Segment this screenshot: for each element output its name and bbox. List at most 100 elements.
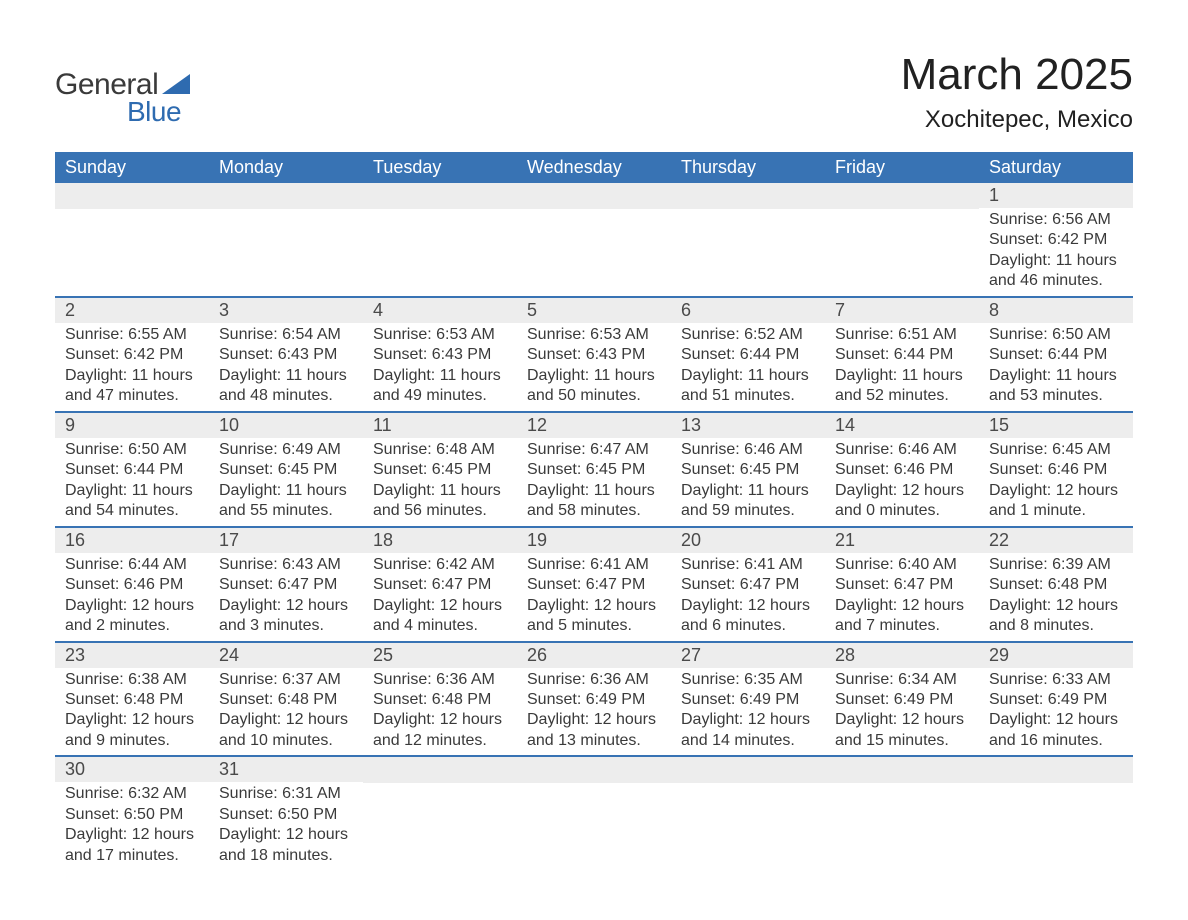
daylight-text: Daylight: 11 hours and 49 minutes. <box>373 366 507 407</box>
day-details <box>209 209 363 285</box>
day-number: 8 <box>979 298 1133 323</box>
day-number <box>363 183 517 209</box>
sunrise-text: Sunrise: 6:37 AM <box>219 670 353 690</box>
day-number: 5 <box>517 298 671 323</box>
sunrise-text: Sunrise: 6:40 AM <box>835 555 969 575</box>
calendar-table: SundayMondayTuesdayWednesdayThursdayFrid… <box>55 152 1133 870</box>
day-details: Sunrise: 6:43 AMSunset: 6:47 PMDaylight:… <box>209 553 363 641</box>
sunrise-text: Sunrise: 6:39 AM <box>989 555 1123 575</box>
sunset-text: Sunset: 6:42 PM <box>989 230 1123 250</box>
calendar-cell <box>363 183 517 297</box>
sunset-text: Sunset: 6:50 PM <box>219 805 353 825</box>
daylight-text: Daylight: 11 hours and 46 minutes. <box>989 251 1123 292</box>
calendar-cell: 18Sunrise: 6:42 AMSunset: 6:47 PMDayligh… <box>363 527 517 642</box>
day-details: Sunrise: 6:53 AMSunset: 6:43 PMDaylight:… <box>363 323 517 411</box>
logo: General Blue <box>55 68 190 128</box>
daylight-text: Daylight: 11 hours and 51 minutes. <box>681 366 815 407</box>
calendar-cell: 15Sunrise: 6:45 AMSunset: 6:46 PMDayligh… <box>979 412 1133 527</box>
day-details: Sunrise: 6:41 AMSunset: 6:47 PMDaylight:… <box>517 553 671 641</box>
day-details <box>671 783 825 859</box>
sunrise-text: Sunrise: 6:51 AM <box>835 325 969 345</box>
calendar-cell: 26Sunrise: 6:36 AMSunset: 6:49 PMDayligh… <box>517 642 671 757</box>
day-details: Sunrise: 6:40 AMSunset: 6:47 PMDaylight:… <box>825 553 979 641</box>
calendar-cell: 1Sunrise: 6:56 AMSunset: 6:42 PMDaylight… <box>979 183 1133 297</box>
day-number <box>979 757 1133 783</box>
day-details: Sunrise: 6:51 AMSunset: 6:44 PMDaylight:… <box>825 323 979 411</box>
day-details: Sunrise: 6:39 AMSunset: 6:48 PMDaylight:… <box>979 553 1133 641</box>
calendar-cell: 30Sunrise: 6:32 AMSunset: 6:50 PMDayligh… <box>55 756 209 870</box>
day-header: Tuesday <box>363 152 517 183</box>
day-number: 1 <box>979 183 1133 208</box>
day-number: 18 <box>363 528 517 553</box>
sunset-text: Sunset: 6:50 PM <box>65 805 199 825</box>
day-number <box>671 183 825 209</box>
day-number: 6 <box>671 298 825 323</box>
sunset-text: Sunset: 6:46 PM <box>65 575 199 595</box>
sunset-text: Sunset: 6:44 PM <box>681 345 815 365</box>
daylight-text: Daylight: 11 hours and 52 minutes. <box>835 366 969 407</box>
sunset-text: Sunset: 6:45 PM <box>219 460 353 480</box>
daylight-text: Daylight: 12 hours and 17 minutes. <box>65 825 199 866</box>
day-number <box>55 183 209 209</box>
day-number: 27 <box>671 643 825 668</box>
sunset-text: Sunset: 6:49 PM <box>681 690 815 710</box>
sunset-text: Sunset: 6:44 PM <box>65 460 199 480</box>
daylight-text: Daylight: 12 hours and 18 minutes. <box>219 825 353 866</box>
sunset-text: Sunset: 6:49 PM <box>527 690 661 710</box>
calendar-cell: 23Sunrise: 6:38 AMSunset: 6:48 PMDayligh… <box>55 642 209 757</box>
day-details: Sunrise: 6:50 AMSunset: 6:44 PMDaylight:… <box>979 323 1133 411</box>
day-number: 24 <box>209 643 363 668</box>
location-label: Xochitepec, Mexico <box>901 106 1133 134</box>
calendar-cell: 13Sunrise: 6:46 AMSunset: 6:45 PMDayligh… <box>671 412 825 527</box>
sunrise-text: Sunrise: 6:36 AM <box>527 670 661 690</box>
sunset-text: Sunset: 6:49 PM <box>989 690 1123 710</box>
calendar-cell: 12Sunrise: 6:47 AMSunset: 6:45 PMDayligh… <box>517 412 671 527</box>
day-number: 15 <box>979 413 1133 438</box>
daylight-text: Daylight: 12 hours and 2 minutes. <box>65 596 199 637</box>
day-number: 20 <box>671 528 825 553</box>
sunrise-text: Sunrise: 6:31 AM <box>219 784 353 804</box>
day-details: Sunrise: 6:33 AMSunset: 6:49 PMDaylight:… <box>979 668 1133 756</box>
day-number: 16 <box>55 528 209 553</box>
day-details: Sunrise: 6:44 AMSunset: 6:46 PMDaylight:… <box>55 553 209 641</box>
sunrise-text: Sunrise: 6:41 AM <box>681 555 815 575</box>
day-details <box>825 209 979 285</box>
calendar-cell <box>825 756 979 870</box>
calendar-cell: 28Sunrise: 6:34 AMSunset: 6:49 PMDayligh… <box>825 642 979 757</box>
sunset-text: Sunset: 6:43 PM <box>219 345 353 365</box>
sunrise-text: Sunrise: 6:56 AM <box>989 210 1123 230</box>
calendar-cell <box>671 183 825 297</box>
calendar-cell: 29Sunrise: 6:33 AMSunset: 6:49 PMDayligh… <box>979 642 1133 757</box>
sunset-text: Sunset: 6:49 PM <box>835 690 969 710</box>
sunrise-text: Sunrise: 6:36 AM <box>373 670 507 690</box>
title-block: March 2025 Xochitepec, Mexico <box>901 50 1133 134</box>
day-number: 14 <box>825 413 979 438</box>
day-number: 7 <box>825 298 979 323</box>
sunset-text: Sunset: 6:47 PM <box>219 575 353 595</box>
calendar-cell <box>825 183 979 297</box>
sunrise-text: Sunrise: 6:33 AM <box>989 670 1123 690</box>
sunset-text: Sunset: 6:47 PM <box>527 575 661 595</box>
day-number <box>671 757 825 783</box>
sunset-text: Sunset: 6:48 PM <box>989 575 1123 595</box>
day-details: Sunrise: 6:38 AMSunset: 6:48 PMDaylight:… <box>55 668 209 756</box>
calendar-cell: 11Sunrise: 6:48 AMSunset: 6:45 PMDayligh… <box>363 412 517 527</box>
day-number <box>517 183 671 209</box>
day-number: 21 <box>825 528 979 553</box>
day-number: 4 <box>363 298 517 323</box>
sunrise-text: Sunrise: 6:44 AM <box>65 555 199 575</box>
day-details: Sunrise: 6:41 AMSunset: 6:47 PMDaylight:… <box>671 553 825 641</box>
calendar-cell <box>363 756 517 870</box>
daylight-text: Daylight: 12 hours and 6 minutes. <box>681 596 815 637</box>
daylight-text: Daylight: 11 hours and 54 minutes. <box>65 481 199 522</box>
daylight-text: Daylight: 12 hours and 9 minutes. <box>65 710 199 751</box>
daylight-text: Daylight: 12 hours and 12 minutes. <box>373 710 507 751</box>
daylight-text: Daylight: 11 hours and 59 minutes. <box>681 481 815 522</box>
page-header: General Blue March 2025 Xochitepec, Mexi… <box>55 50 1133 134</box>
daylight-text: Daylight: 11 hours and 53 minutes. <box>989 366 1123 407</box>
day-number <box>825 183 979 209</box>
month-title: March 2025 <box>901 50 1133 100</box>
sunset-text: Sunset: 6:44 PM <box>989 345 1123 365</box>
day-number: 10 <box>209 413 363 438</box>
calendar-cell: 21Sunrise: 6:40 AMSunset: 6:47 PMDayligh… <box>825 527 979 642</box>
